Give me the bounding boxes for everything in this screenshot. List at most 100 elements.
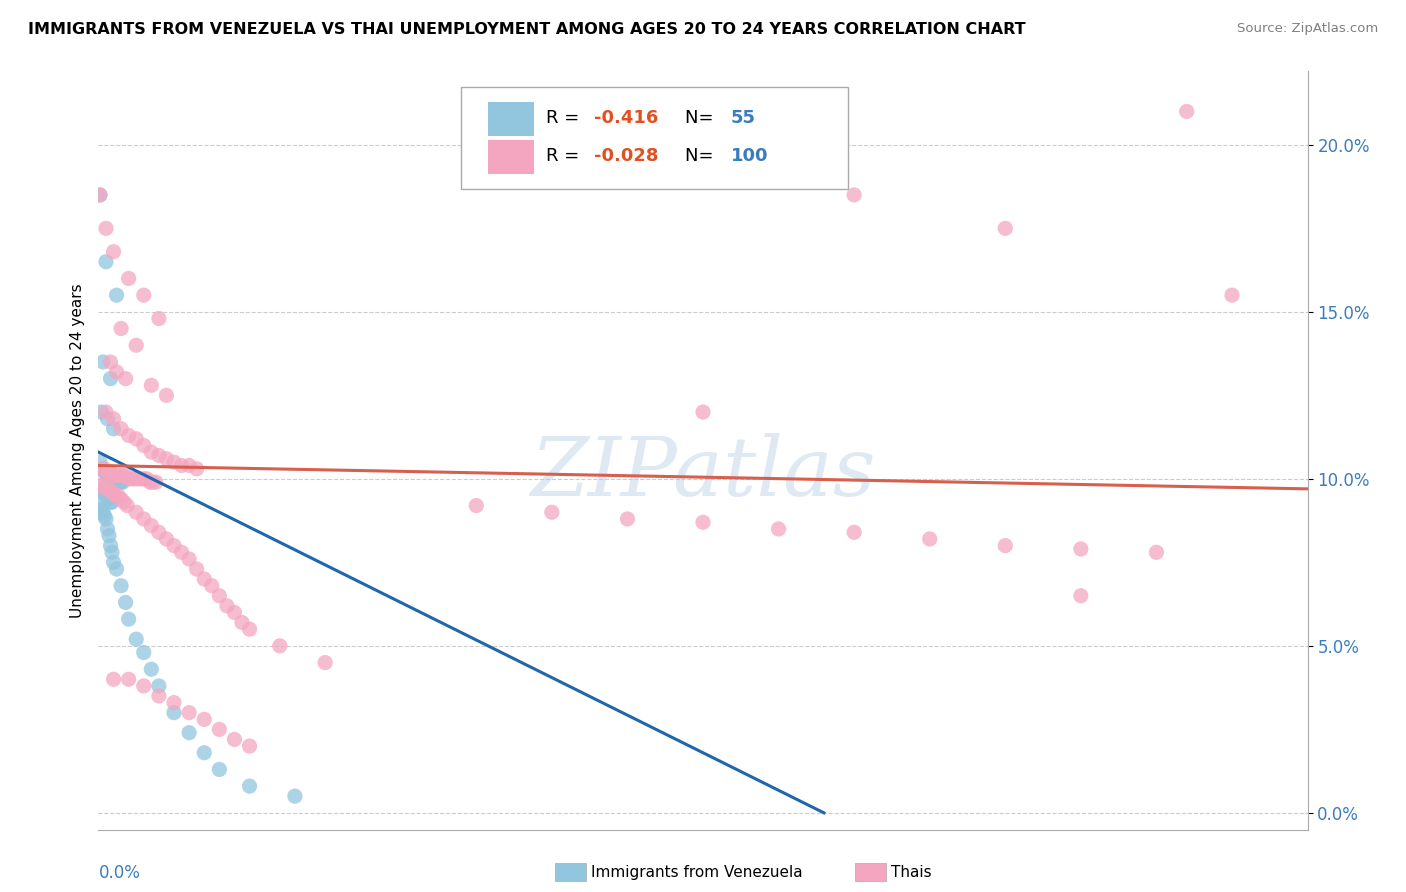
Point: [994, 539, 1017, 553]
Point: [96, 411, 118, 425]
Point: [104, 489, 127, 503]
Point: [114, 371, 136, 385]
Point: [1175, 104, 1198, 119]
Point: [163, 706, 186, 720]
Point: [132, 472, 155, 486]
Point: [103, 555, 125, 569]
Point: [148, 679, 170, 693]
Point: [101, 472, 124, 486]
Point: [94, 482, 117, 496]
Point: [129, 472, 152, 486]
Point: [96, 522, 118, 536]
Point: [201, 579, 224, 593]
Point: [110, 475, 132, 490]
Point: [98, 468, 121, 483]
Point: [115, 499, 138, 513]
Point: [141, 378, 163, 392]
Text: -0.028: -0.028: [595, 147, 658, 165]
Point: [105, 468, 128, 483]
Text: ZIPatlas: ZIPatlas: [530, 434, 876, 513]
Point: [231, 615, 253, 630]
Point: [110, 321, 132, 335]
Point: [918, 532, 941, 546]
Point: [616, 512, 638, 526]
Point: [108, 475, 131, 490]
Text: -0.416: -0.416: [595, 110, 658, 128]
Point: [239, 779, 262, 793]
Point: [141, 662, 163, 676]
Point: [239, 622, 262, 636]
Point: [89, 455, 111, 469]
Point: [186, 462, 208, 476]
Point: [105, 365, 128, 379]
Text: Thais: Thais: [891, 865, 932, 880]
Point: [1220, 288, 1243, 302]
Point: [142, 475, 165, 490]
Point: [104, 472, 127, 486]
Point: [100, 355, 122, 369]
Point: [118, 472, 141, 486]
Text: N=: N=: [685, 147, 718, 165]
Point: [193, 746, 215, 760]
Point: [124, 472, 146, 486]
Point: [1144, 545, 1167, 559]
Point: [93, 462, 115, 476]
Point: [193, 572, 215, 586]
Point: [163, 455, 186, 469]
Point: [105, 562, 128, 576]
Text: N=: N=: [685, 110, 718, 128]
Point: [215, 599, 238, 613]
Point: [89, 499, 111, 513]
Point: [96, 468, 118, 483]
Point: [132, 288, 155, 302]
Point: [208, 763, 231, 777]
Text: Immigrants from Venezuela: Immigrants from Venezuela: [591, 865, 803, 880]
Point: [118, 672, 141, 686]
Point: [110, 422, 132, 436]
Point: [111, 475, 134, 490]
FancyBboxPatch shape: [461, 87, 848, 189]
Point: [103, 422, 125, 436]
Point: [125, 338, 148, 352]
Point: [94, 221, 117, 235]
Point: [239, 739, 262, 753]
Point: [114, 595, 136, 609]
Point: [692, 516, 714, 530]
Point: [94, 489, 117, 503]
Point: [540, 505, 562, 519]
Point: [94, 405, 117, 419]
Text: R =: R =: [546, 110, 585, 128]
Point: [132, 646, 155, 660]
FancyBboxPatch shape: [488, 139, 534, 174]
Point: [105, 475, 128, 490]
Point: [91, 355, 114, 369]
Point: [100, 495, 122, 509]
Point: [118, 428, 141, 442]
Text: IMMIGRANTS FROM VENEZUELA VS THAI UNEMPLOYMENT AMONG AGES 20 TO 24 YEARS CORRELA: IMMIGRANTS FROM VENEZUELA VS THAI UNEMPL…: [28, 22, 1026, 37]
Point: [100, 472, 122, 486]
Point: [844, 525, 866, 540]
Point: [91, 478, 114, 492]
Point: [179, 725, 201, 739]
Point: [163, 539, 186, 553]
Point: [98, 482, 121, 496]
Point: [91, 485, 114, 500]
Point: [90, 405, 112, 419]
Point: [107, 475, 129, 490]
Point: [141, 445, 163, 459]
Point: [89, 188, 111, 202]
Point: [89, 188, 111, 202]
Point: [125, 632, 148, 647]
Point: [127, 472, 149, 486]
Text: 55: 55: [731, 110, 756, 128]
Text: R =: R =: [546, 147, 585, 165]
Text: Source: ZipAtlas.com: Source: ZipAtlas.com: [1237, 22, 1378, 36]
Point: [170, 458, 193, 473]
Point: [91, 505, 114, 519]
Point: [108, 468, 131, 483]
Point: [93, 465, 115, 479]
Point: [148, 689, 170, 703]
Point: [692, 405, 714, 419]
Point: [844, 188, 866, 202]
Point: [91, 462, 114, 476]
